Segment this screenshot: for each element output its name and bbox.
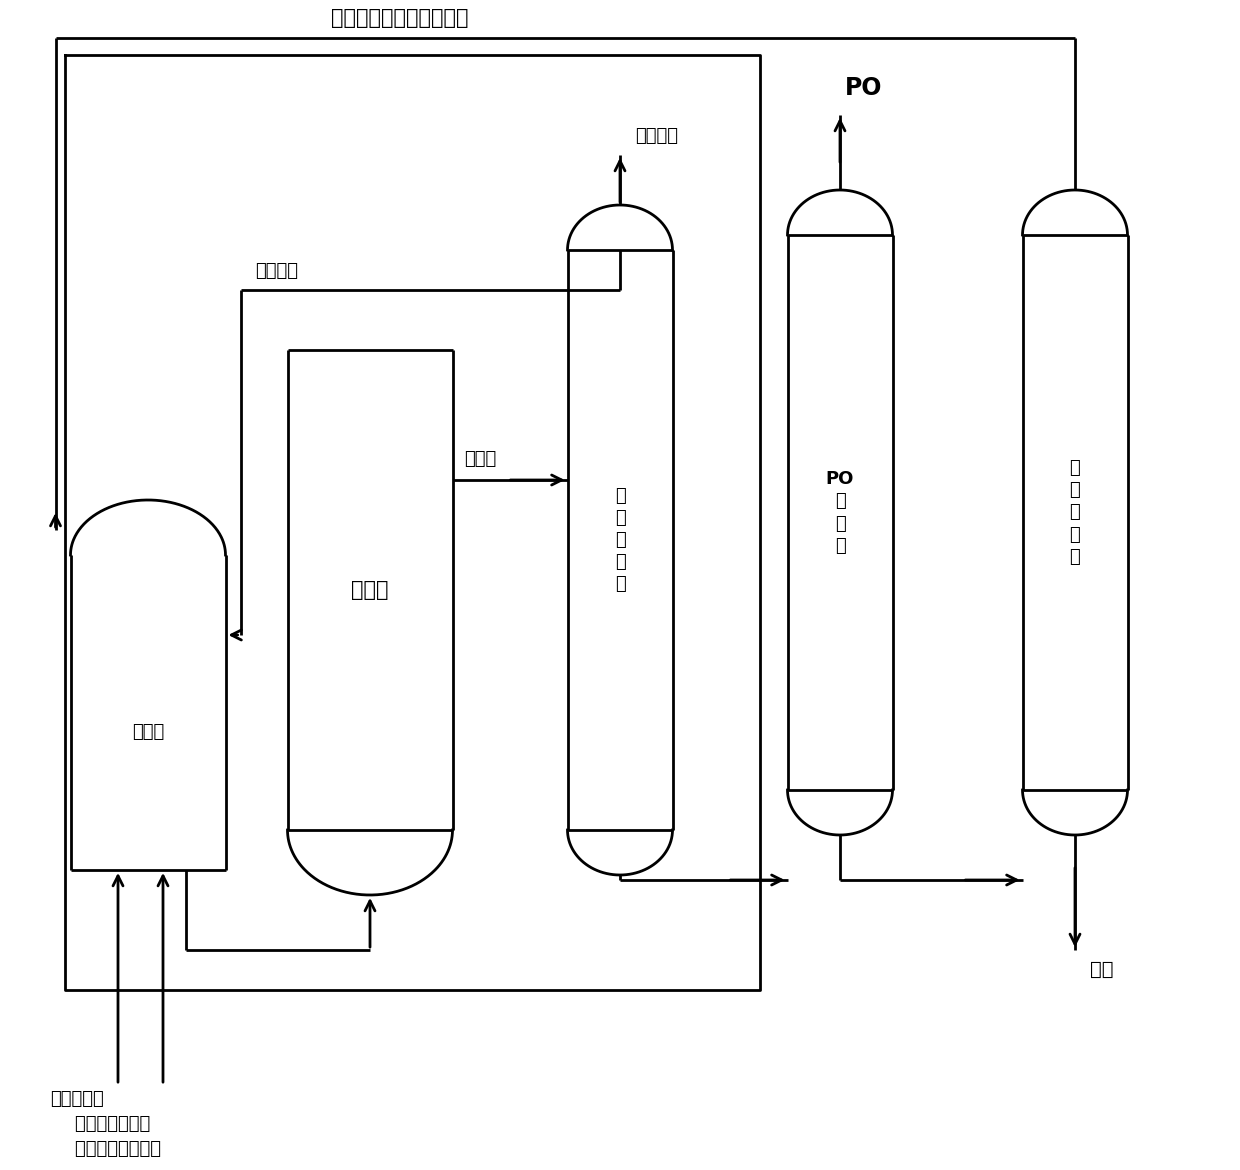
Text: 回收第一溶剂和第二溶剂: 回收第一溶剂和第二溶剂 — [331, 8, 469, 28]
Text: PO: PO — [844, 76, 883, 99]
Text: 补充量第一溶剂: 补充量第一溶剂 — [50, 1115, 150, 1133]
Text: 回收丙烯: 回收丙烯 — [255, 262, 299, 280]
Text: 预混罐: 预混罐 — [131, 723, 164, 742]
Text: 丙烯双氧水: 丙烯双氧水 — [50, 1090, 104, 1108]
Text: 和第二溶剂混合液: 和第二溶剂混合液 — [50, 1140, 161, 1158]
Text: 废水: 废水 — [1090, 961, 1114, 979]
Text: 反应液: 反应液 — [464, 450, 496, 468]
Text: 丙
烯
分
离
塔: 丙 烯 分 离 塔 — [615, 487, 625, 593]
Text: PO
分
离
塔: PO 分 离 塔 — [826, 470, 854, 555]
Text: 含氧尾气: 含氧尾气 — [635, 128, 678, 145]
Text: 溶
剂
分
离
塔: 溶 剂 分 离 塔 — [1070, 459, 1080, 566]
Text: 反应器: 反应器 — [351, 580, 389, 600]
